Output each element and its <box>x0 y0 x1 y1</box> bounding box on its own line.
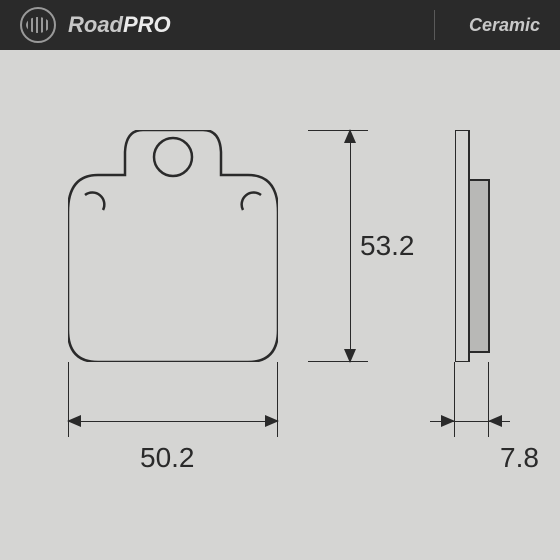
thickness-value: 7.8 <box>500 442 539 474</box>
brake-pad-side-view <box>455 130 495 367</box>
brand-prefix: Road <box>68 12 123 37</box>
pad-outline-icon <box>68 130 278 362</box>
brand-suffix: PRO <box>123 12 171 37</box>
brand-name: RoadPRO <box>68 12 171 38</box>
width-dimension <box>68 406 278 436</box>
width-value: 50.2 <box>140 442 195 474</box>
brake-pad-front-view <box>68 130 278 362</box>
header-divider <box>434 10 435 40</box>
technical-diagram: 53.2 50.2 7.8 <box>0 50 560 560</box>
height-value: 53.2 <box>360 230 415 262</box>
logo-icon <box>20 7 56 43</box>
pad-side-icon <box>455 130 495 362</box>
material-label: Ceramic <box>469 15 540 36</box>
header-bar: RoadPRO Ceramic <box>0 0 560 50</box>
thickness-dimension <box>430 406 510 436</box>
